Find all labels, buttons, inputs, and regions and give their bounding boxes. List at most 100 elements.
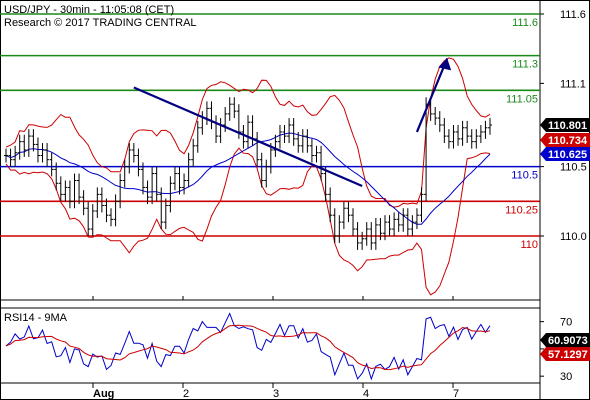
rsi-tag-0-label: 60.9073 xyxy=(548,335,588,347)
price-bar xyxy=(131,143,136,163)
price-bar xyxy=(483,120,488,139)
price-bar xyxy=(282,125,287,144)
price-bar xyxy=(296,131,301,153)
rsi-tag-0: 60.9073 xyxy=(540,333,590,347)
price-bar xyxy=(22,134,27,157)
price-bar xyxy=(172,166,177,191)
price-bar xyxy=(414,208,419,230)
price-bar xyxy=(109,208,114,227)
price-bar xyxy=(191,138,196,167)
price-bar xyxy=(291,118,296,146)
price-bar xyxy=(396,212,401,232)
price-tag-2-bg xyxy=(540,147,590,161)
price-bar xyxy=(136,148,141,177)
x-tick-3: 3 xyxy=(273,388,279,400)
projection-arrow-shaft xyxy=(415,57,449,133)
price-bar xyxy=(81,190,86,216)
price-bar xyxy=(268,143,273,174)
price-tag-1-bg xyxy=(540,133,590,147)
price-bar xyxy=(77,173,82,205)
trend-layer xyxy=(133,57,452,188)
price-bar xyxy=(488,118,492,135)
price-tag-1-label: 110.734 xyxy=(548,135,588,147)
level-label-111.3: 111.3 xyxy=(512,59,538,71)
price-bar xyxy=(168,176,173,213)
price-bar xyxy=(140,162,145,195)
price-tag-2-label: 110.625 xyxy=(548,149,587,161)
y-tick-110.0: 110.0 xyxy=(560,231,587,243)
price-bar xyxy=(277,125,282,149)
price-bar xyxy=(4,148,8,163)
price-bar xyxy=(86,201,91,236)
rsi-tag-1-bg xyxy=(540,347,590,361)
price-bar xyxy=(145,180,150,205)
chart-title: USD/JPY - 30min - 11:05:08 (CET) xyxy=(4,4,174,16)
price-bar xyxy=(118,173,123,209)
price-bar xyxy=(58,176,63,202)
price-bar xyxy=(442,118,447,144)
price-bar xyxy=(246,115,250,149)
price-bar xyxy=(259,152,264,188)
price-bar xyxy=(99,187,104,213)
rsi-tag-1-label: 57.1297 xyxy=(548,349,588,361)
rsi-ma-line xyxy=(5,324,491,371)
price-bar xyxy=(465,120,470,144)
price-bar xyxy=(314,145,319,163)
price-bar xyxy=(382,215,387,241)
price-bar xyxy=(287,118,292,144)
price-bar xyxy=(346,201,351,223)
price-bar xyxy=(419,187,424,223)
price-bar xyxy=(469,129,474,149)
price-bar xyxy=(460,120,465,146)
price-bar xyxy=(63,180,68,202)
level-label-110.5: 110.5 xyxy=(511,170,538,182)
x-tick-Aug: Aug xyxy=(93,388,114,400)
price-bar xyxy=(273,134,278,157)
price-bar xyxy=(150,166,155,205)
price-bar xyxy=(392,212,397,236)
price-bar xyxy=(154,166,159,202)
price-bar xyxy=(478,125,483,144)
price-tag-0: 110.801 xyxy=(540,118,590,132)
level-label-110: 110 xyxy=(520,239,538,251)
rsi-panel xyxy=(5,312,491,381)
price-tag-0-bg xyxy=(540,118,590,132)
price-bar xyxy=(8,148,13,167)
price-bar xyxy=(451,125,456,149)
projection-arrow-head xyxy=(438,58,452,71)
price-bar xyxy=(67,180,72,209)
x-tick-4: 4 xyxy=(363,388,369,400)
price-bar xyxy=(328,187,333,223)
x-tick-7: 7 xyxy=(453,388,459,400)
rsi-tag-0-bg xyxy=(540,333,590,347)
price-bar xyxy=(456,125,461,146)
price-bar xyxy=(195,120,200,153)
rsi-y-tick-30: 30 xyxy=(560,371,572,383)
price-bar xyxy=(182,173,187,195)
price-bar xyxy=(122,159,127,188)
bollinger-bands xyxy=(5,57,491,296)
price-bar xyxy=(410,215,415,236)
price-bar xyxy=(40,143,45,163)
rsi-y-tick-70: 70 xyxy=(560,317,572,329)
price-bar xyxy=(54,162,59,191)
price-bar xyxy=(351,208,356,236)
rsi-tag-1: 57.1297 xyxy=(540,347,590,361)
price-bar xyxy=(127,143,132,174)
price-bar xyxy=(300,129,305,153)
price-bar xyxy=(437,111,442,132)
price-bar xyxy=(232,97,237,119)
price-bar xyxy=(227,97,232,121)
upper-band xyxy=(5,57,491,208)
price-bar xyxy=(433,106,438,125)
price-bar xyxy=(474,129,479,149)
price-tag-1: 110.734 xyxy=(540,133,590,147)
price-bar xyxy=(49,152,54,177)
price-bar xyxy=(264,159,269,188)
price-bar xyxy=(373,217,378,250)
trendline xyxy=(133,86,363,188)
price-bar xyxy=(337,215,342,243)
